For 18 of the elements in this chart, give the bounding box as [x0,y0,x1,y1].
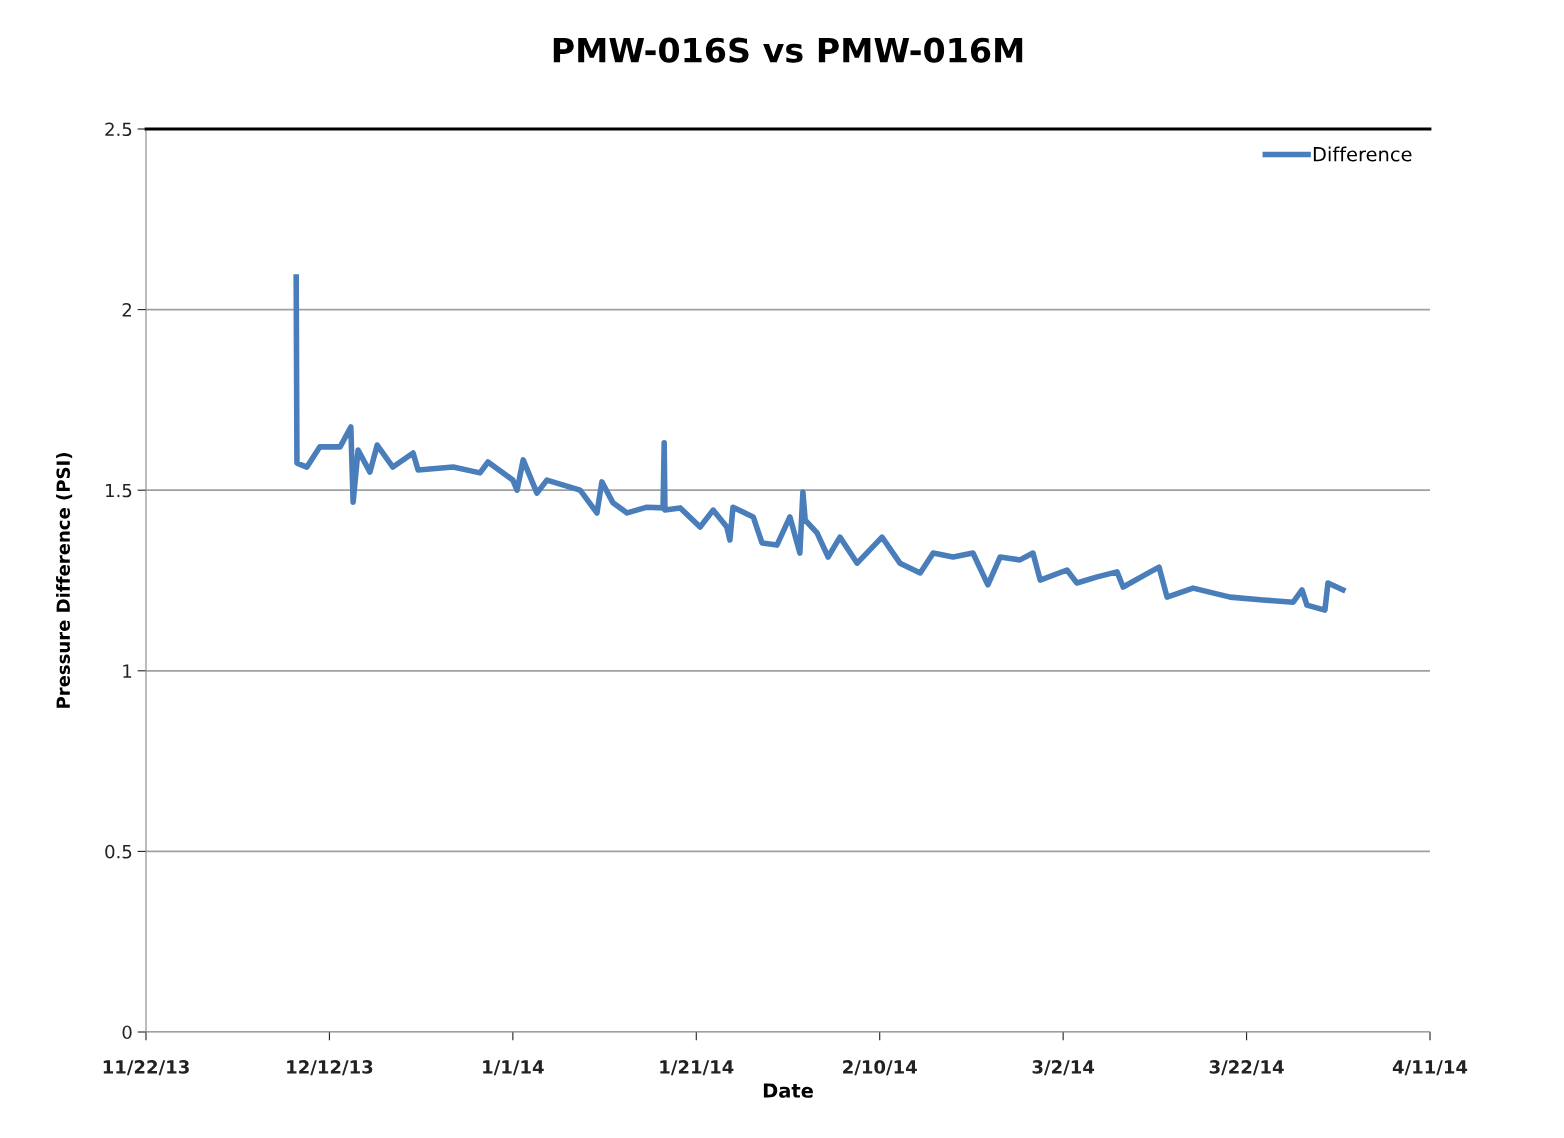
y-tick-label: 2 [122,303,131,317]
y-axis-title: Pressure Difference (PSI) [56,453,73,708]
y-tick-label: 0.5 [105,844,132,859]
x-tick-label: 1/1/14 [483,1060,544,1076]
y-tick-label: 0 [122,1025,132,1040]
x-tick-label: 11/22/13 [103,1060,189,1076]
y-tick-label: 1.5 [106,483,132,498]
x-tick-label: 4/11/14 [1392,1060,1468,1076]
x-tick-label: 2/10/14 [843,1060,917,1076]
x-axis-title: Date [763,1083,813,1098]
x-tick-label: 12/12/13 [287,1060,373,1076]
y-tick-label: 1 [123,664,132,678]
x-tick-label: 3/22/14 [1209,1060,1284,1076]
legend-label: Difference [1313,146,1412,162]
y-tick-label: 2.5 [105,122,132,137]
x-tick-label: 3/2/14 [1032,1060,1095,1076]
chart-title: PMW-016S vs PMW-016M [553,37,1023,63]
x-tick-label: 1/21/14 [660,1060,734,1076]
